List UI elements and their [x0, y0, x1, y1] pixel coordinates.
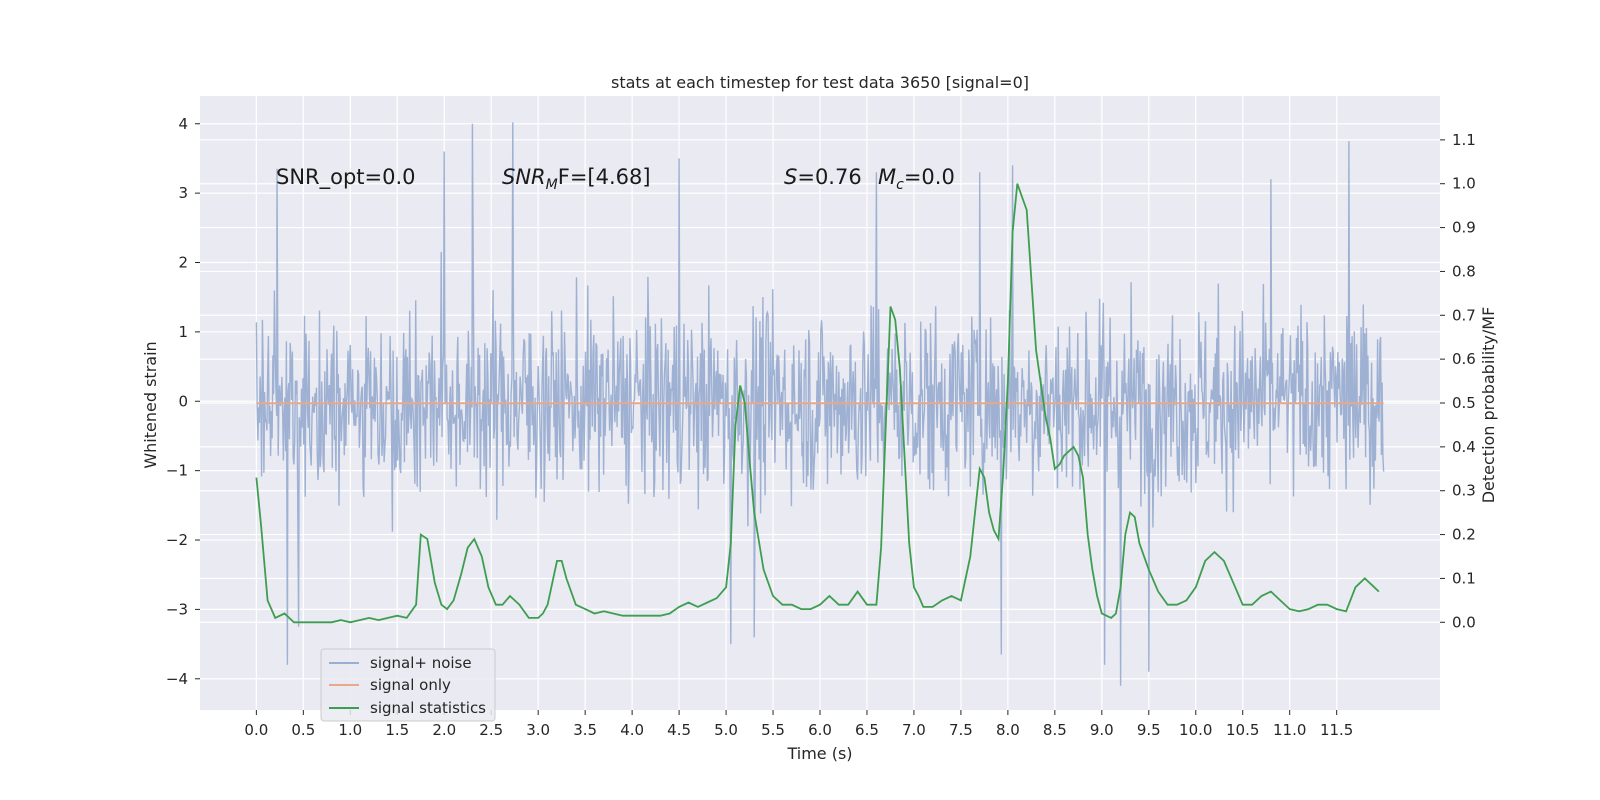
- y-right-tick-label: 1.1: [1452, 131, 1476, 149]
- y-right-tick-label: 0.2: [1452, 526, 1476, 544]
- signal-statistics-series: [255, 183, 1380, 624]
- y-right-tick-label: 0.4: [1452, 438, 1476, 456]
- x-tick-label: 8.5: [1043, 721, 1067, 739]
- y-right-tick-label: 0.5: [1452, 394, 1476, 412]
- y-right-tick-label: 0.1: [1452, 569, 1476, 587]
- annotation-s: S=0.76: [784, 165, 862, 189]
- y-right-axis-label: Detection probability/MF: [1479, 307, 1498, 504]
- x-tick-label: 11.5: [1320, 721, 1353, 739]
- y-right-axis-ticks: 1.1 1.0 0.9 0.8 0.7 0.6 0.5 0.4 0.3 0.2 0.1 0.0: [1440, 131, 1476, 631]
- annotations: SNR_opt=0.0 SNRMF=[4.68] S=0.76 Mc=0.0: [276, 165, 955, 193]
- y-left-axis-ticks: 4 3 2 1 0 −1 −2 −3 −4: [166, 115, 200, 688]
- x-tick-label: 9.5: [1137, 721, 1161, 739]
- annotation-snr-mf-main: SNR: [502, 165, 546, 189]
- y-left-tick-label: 1: [178, 323, 188, 341]
- annotation-snr-mf: SNRMF=[4.68]: [502, 165, 651, 193]
- annotation-snr-mf-sub: M: [546, 177, 558, 193]
- y-left-tick-label: −2: [166, 531, 188, 549]
- y-left-tick-label: −4: [166, 670, 188, 688]
- x-tick-label: 0.5: [291, 721, 315, 739]
- x-axis-ticks: 0.0 0.5 1.0 1.5 2.0 2.5 3.0 3.5 4.0 4.5 5.0 5.5 6.0 6…: [244, 710, 1353, 739]
- annotation-snr-mf-rest: F=[4.68]: [558, 165, 651, 189]
- x-tick-label: 7.0: [902, 721, 926, 739]
- annotation-s-label: S: [784, 165, 797, 189]
- x-tick-label: 4.0: [620, 721, 644, 739]
- legend: signal+ noise signal only signal statist…: [320, 648, 496, 722]
- x-tick-label: 2.5: [479, 721, 503, 739]
- x-tick-label: 10.0: [1179, 721, 1212, 739]
- y-right-tick-label: 0.3: [1452, 482, 1476, 500]
- x-tick-label: 0.0: [244, 721, 268, 739]
- y-left-tick-label: 2: [178, 254, 188, 272]
- x-tick-label: 5.0: [714, 721, 738, 739]
- x-axis-label: Time (s): [786, 744, 852, 763]
- signal-noise-line: [255, 122, 1385, 686]
- y-right-tick-label: 1.0: [1452, 175, 1476, 193]
- signal-statistics-line: [255, 183, 1380, 624]
- annotation-snr-opt: SNR_opt=0.0: [276, 165, 416, 190]
- legend-box: [320, 648, 496, 722]
- x-tick-label: 5.5: [761, 721, 785, 739]
- chart-title: stats at each timestep for test data 365…: [611, 73, 1029, 92]
- legend-label-signal-statistics: signal statistics: [370, 699, 486, 717]
- annotation-mc-main: M: [878, 165, 896, 189]
- annotation-s-rest: =0.76: [797, 165, 861, 189]
- x-tick-label: 11.0: [1273, 721, 1306, 739]
- x-tick-label: 7.5: [949, 721, 973, 739]
- x-tick-label: 2.0: [432, 721, 456, 739]
- y-right-tick-label: 0.0: [1452, 613, 1476, 631]
- annotation-mc: Mc=0.0: [878, 165, 955, 193]
- annotation-mc-rest: =0.0: [904, 165, 955, 189]
- y-right-tick-label: 0.9: [1452, 219, 1476, 237]
- x-tick-label: 4.5: [667, 721, 691, 739]
- y-left-axis-label: Whitened strain: [141, 341, 160, 468]
- y-right-tick-label: 0.7: [1452, 306, 1476, 324]
- x-tick-label: 3.5: [573, 721, 597, 739]
- y-left-tick-label: 3: [178, 184, 188, 202]
- y-left-tick-label: −1: [166, 462, 188, 480]
- annotation-mc-sub: c: [896, 177, 904, 193]
- y-right-tick-label: 0.6: [1452, 350, 1476, 368]
- y-left-tick-label: 4: [178, 115, 188, 133]
- x-tick-label: 6.5: [855, 721, 879, 739]
- legend-label-signal-noise: signal+ noise: [370, 654, 472, 672]
- x-tick-label: 9.0: [1090, 721, 1114, 739]
- y-right-tick-label: 0.8: [1452, 262, 1476, 280]
- legend-label-signal-only: signal only: [370, 676, 451, 694]
- y-left-tick-label: 0: [178, 392, 188, 410]
- y-left-tick-label: −3: [166, 600, 188, 618]
- signal-noise-series: [255, 122, 1385, 686]
- x-tick-label: 10.5: [1226, 721, 1259, 739]
- x-tick-label: 6.0: [808, 721, 832, 739]
- x-tick-label: 3.0: [526, 721, 550, 739]
- x-tick-label: 8.0: [996, 721, 1020, 739]
- x-tick-label: 1.5: [385, 721, 409, 739]
- x-tick-label: 1.0: [338, 721, 362, 739]
